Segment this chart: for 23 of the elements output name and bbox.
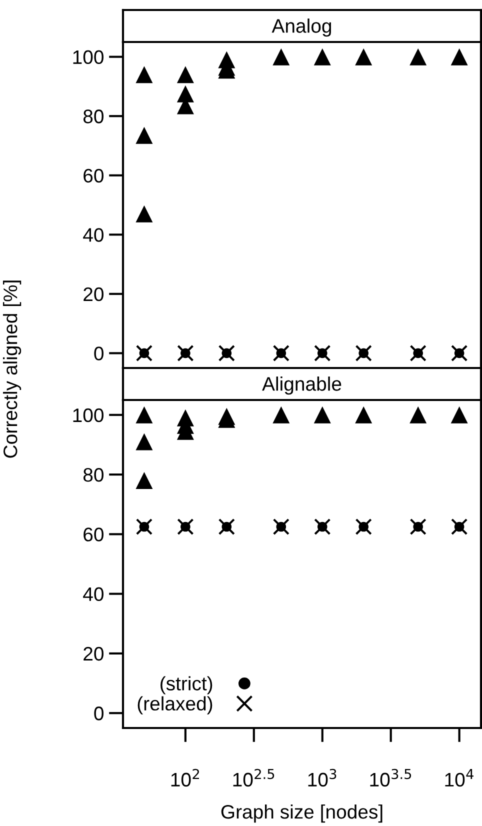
x-tick-label: 10$^{3}$	[308, 768, 336, 787]
y-tick-label: 80	[83, 468, 104, 482]
x-axis-title: Graph size [nodes]	[221, 804, 382, 823]
y-tick-label: 100	[73, 50, 104, 64]
y-tick-label: 20	[84, 646, 104, 661]
chart-title: Analog	[272, 18, 332, 37]
chart-title: Alignable	[262, 376, 342, 395]
y-tick-label: 60	[84, 528, 104, 542]
y-tick-label: 0	[94, 706, 104, 720]
y-tick-label: 60	[84, 168, 104, 183]
x-tick-label: 10$^{4}$	[445, 769, 474, 787]
y-axis-title: Correctly aligned [%]	[2, 280, 22, 458]
x-tick-label: 10$^{2.5}$	[233, 768, 274, 787]
y-tick-label: 0	[94, 346, 104, 360]
y-tick-label: 40	[83, 228, 104, 242]
x-tick-label: 10$^{2}$	[171, 768, 199, 787]
y-tick-label: 20	[84, 287, 104, 302]
legend-label: (relaxed)	[138, 696, 212, 714]
y-tick-label: 40	[83, 587, 104, 602]
legend-label: (strict)	[160, 676, 212, 694]
y-tick-label: 100	[73, 408, 104, 422]
y-tick-label: 80	[83, 110, 104, 124]
x-tick-label: 10$^{3.5}$	[370, 768, 412, 787]
